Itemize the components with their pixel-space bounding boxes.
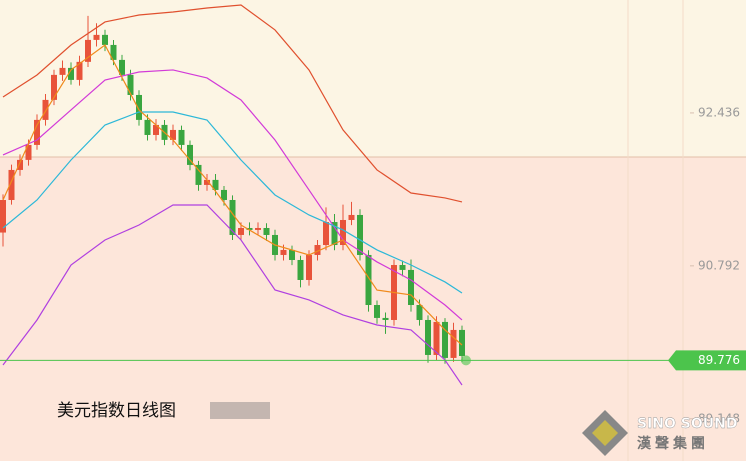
indicator-line xyxy=(2,69,463,321)
candle-body xyxy=(263,227,270,235)
y-tick-label: 89.148 xyxy=(698,411,740,425)
candle-body xyxy=(0,199,6,233)
candle-body xyxy=(85,39,91,62)
candle-body xyxy=(374,305,380,318)
indicator-line xyxy=(2,204,463,386)
current-price-label: 89.776 xyxy=(698,353,740,367)
candle-body xyxy=(340,219,346,246)
candle-body xyxy=(442,321,448,358)
candle-body xyxy=(399,265,406,270)
candle-body xyxy=(280,249,287,255)
candle-body xyxy=(195,164,202,185)
logo: SINO SOUND 漢聲集團 xyxy=(582,410,738,456)
candle-body xyxy=(408,269,414,306)
candle-body xyxy=(297,259,304,280)
candle-body xyxy=(136,94,142,120)
indicator-line xyxy=(2,44,463,346)
indicator-line xyxy=(2,111,463,294)
candle-body xyxy=(221,189,227,200)
candle-body xyxy=(127,74,134,95)
candle-body xyxy=(51,74,57,100)
candle-body xyxy=(357,214,363,255)
candle-body xyxy=(314,245,321,255)
candle-body xyxy=(17,159,23,170)
indicator-line xyxy=(2,4,463,203)
y-tick-label: 90.792 xyxy=(698,258,740,272)
candle-body xyxy=(365,254,372,306)
candle-body xyxy=(34,119,40,145)
candle-body xyxy=(212,179,219,190)
plot: 92.436 90.792 89.148 89.776 xyxy=(0,4,746,425)
candle-body xyxy=(416,305,423,320)
candle-body xyxy=(59,67,66,75)
candle-body xyxy=(119,59,125,75)
candle-body xyxy=(425,319,431,355)
candle-body xyxy=(348,214,355,220)
candle-body xyxy=(382,317,389,320)
background-top xyxy=(0,0,746,157)
candle-body xyxy=(102,34,108,45)
candle-body xyxy=(331,222,338,246)
candle-body xyxy=(8,169,15,200)
candle-body xyxy=(246,227,253,230)
candle-body xyxy=(323,222,329,246)
candle-body xyxy=(289,249,295,260)
logo-chinese: 漢聲集團 xyxy=(637,435,709,452)
candle-body xyxy=(93,34,100,40)
y-tick-label: 92.436 xyxy=(698,105,740,119)
chart-title: 美元指数日线图 xyxy=(57,401,176,421)
price-tag xyxy=(668,350,746,371)
candle-body xyxy=(204,179,210,185)
blurred-text xyxy=(210,402,270,419)
candle-body xyxy=(144,119,151,135)
candle-body xyxy=(68,67,74,80)
candle-body xyxy=(178,129,185,145)
candle-body xyxy=(25,144,32,160)
candle-body xyxy=(306,254,312,280)
candle-body xyxy=(255,227,261,230)
logo-text: SINO SOUND xyxy=(637,416,737,432)
current-dot xyxy=(461,355,471,366)
candle-body xyxy=(42,99,49,120)
logo-inner xyxy=(592,420,618,446)
candle-body xyxy=(459,329,465,356)
candle-body xyxy=(450,329,457,358)
candle-body xyxy=(170,129,176,140)
background-bottom xyxy=(0,157,746,461)
candle-body xyxy=(433,321,440,355)
candle-body xyxy=(238,227,244,235)
candle-body xyxy=(76,61,83,80)
candle-body xyxy=(153,124,159,135)
candle-body xyxy=(110,44,117,60)
candle-body xyxy=(187,144,193,165)
candle-body xyxy=(229,199,236,235)
